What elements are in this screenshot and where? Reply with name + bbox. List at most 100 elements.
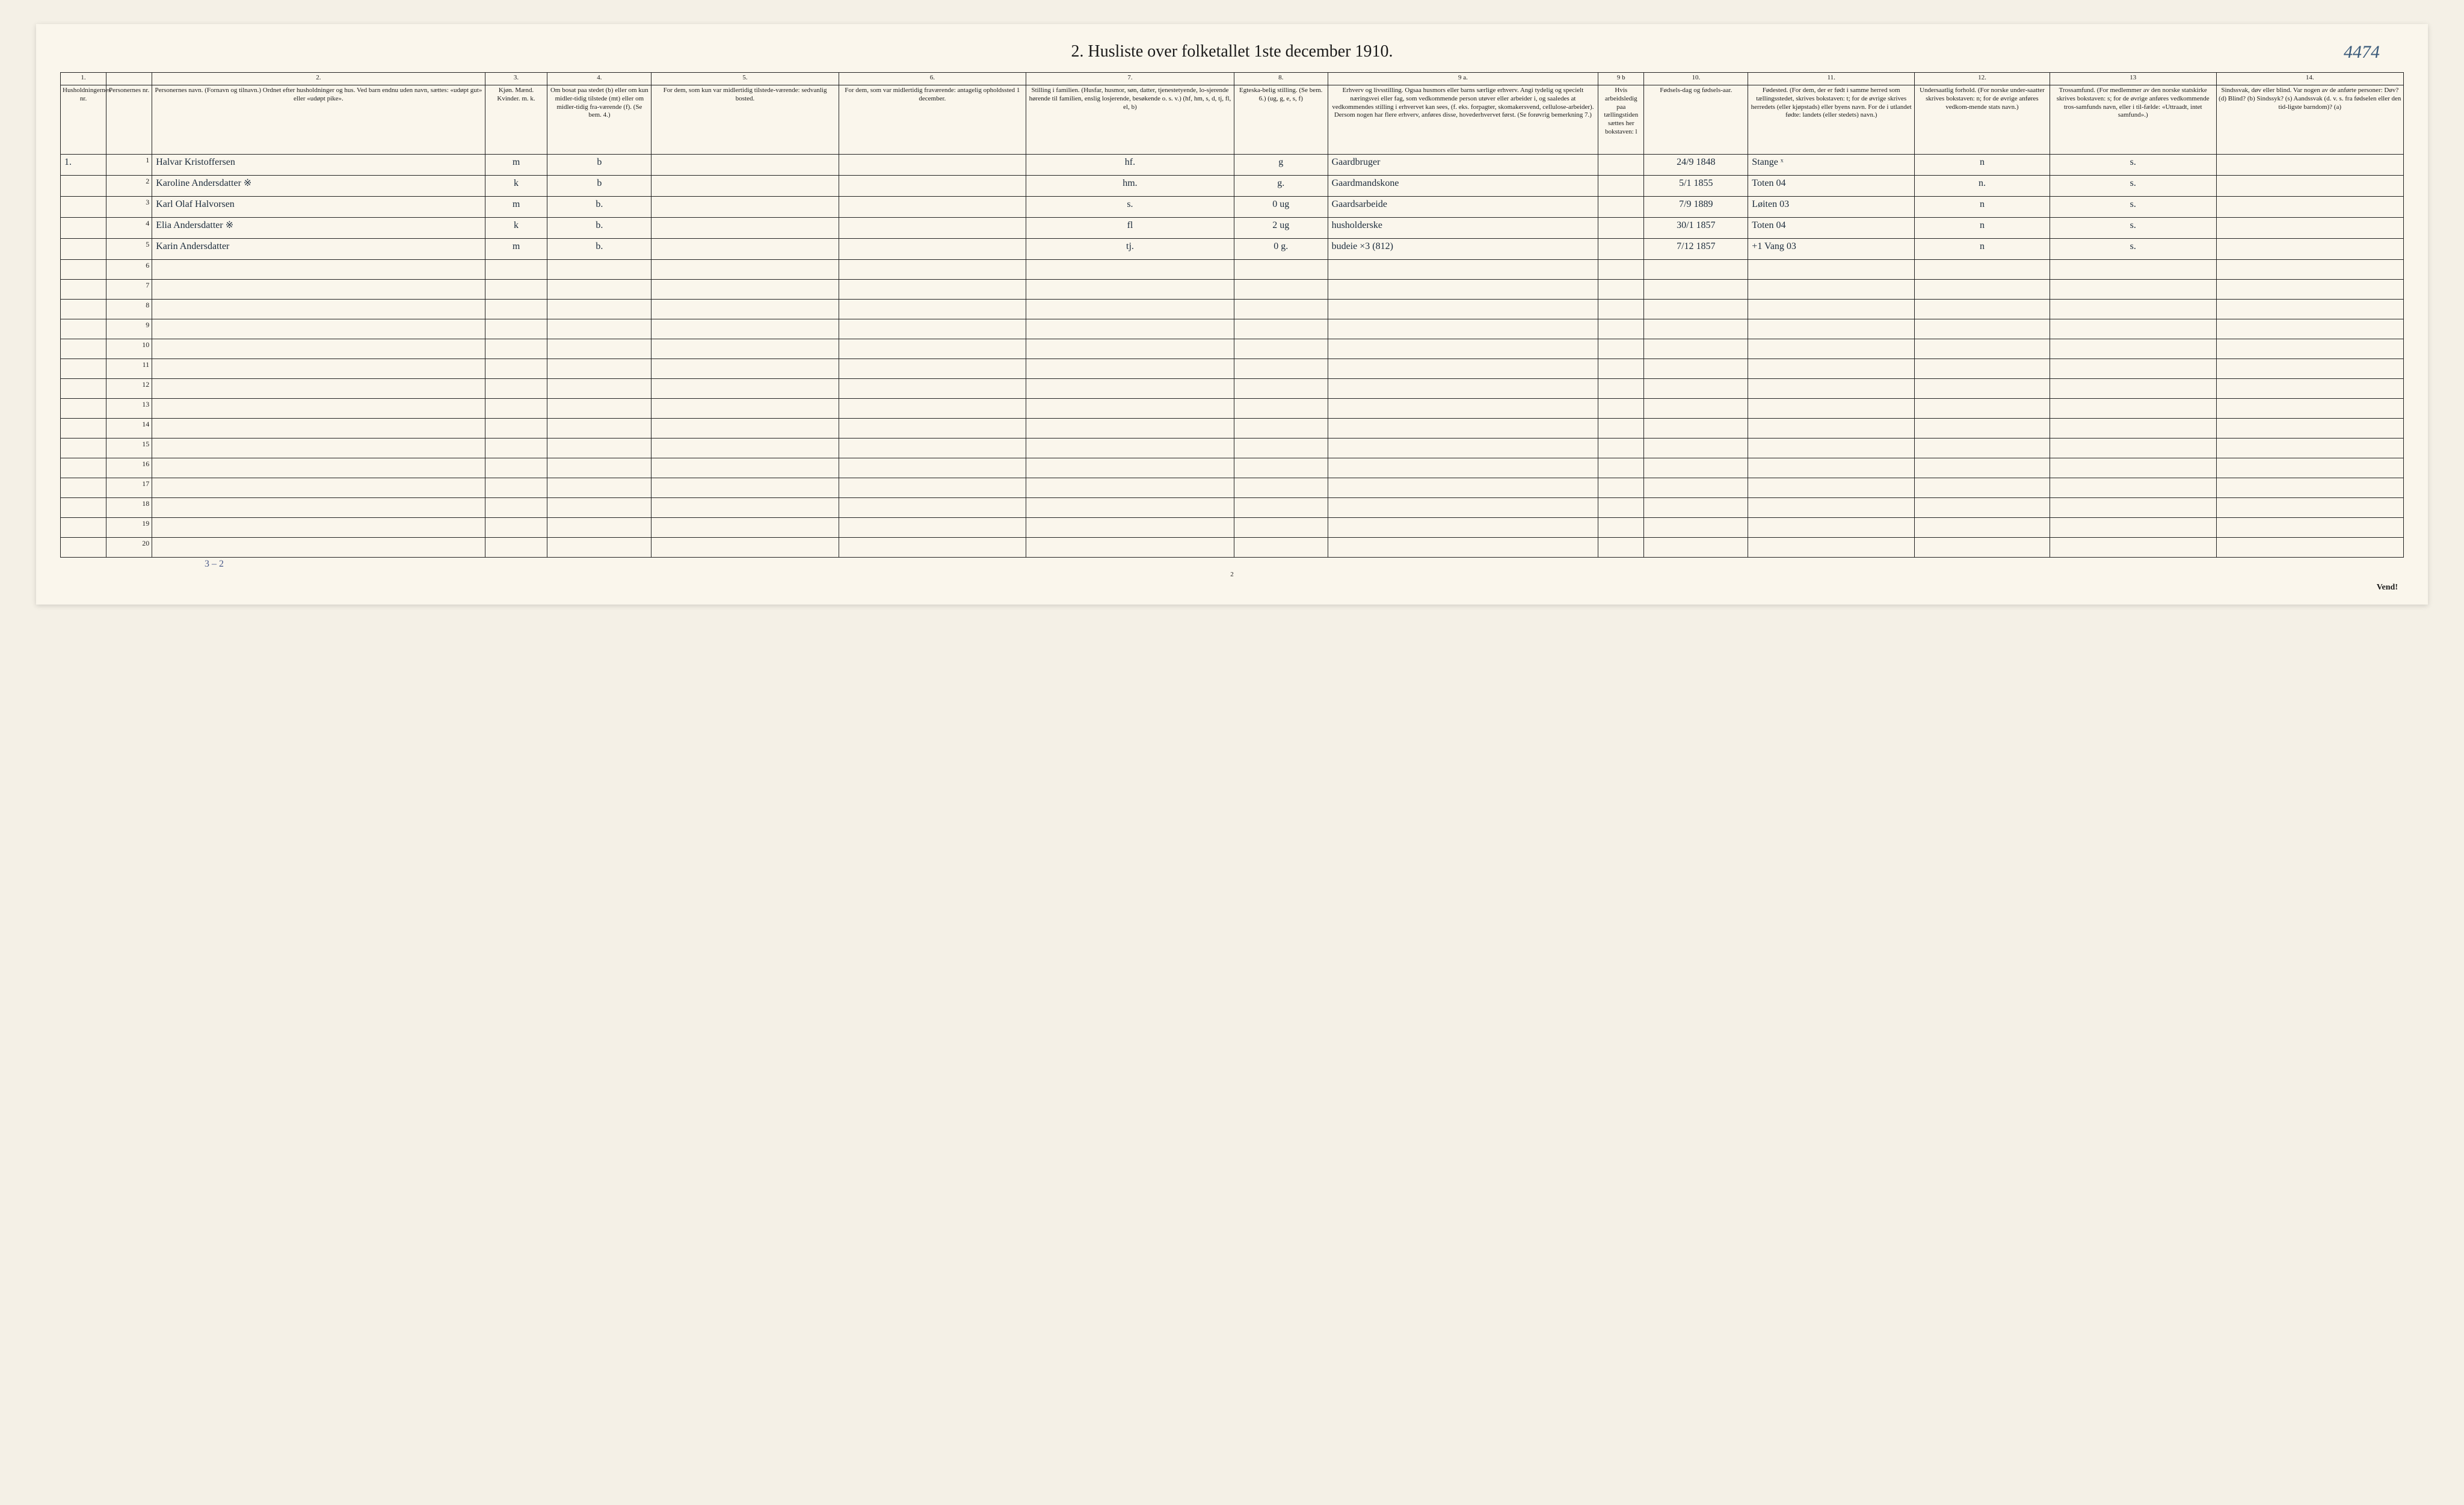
empty-cell: [1026, 260, 1234, 280]
empty-cell: [152, 458, 485, 478]
household-number: [61, 218, 106, 239]
empty-cell: [1644, 439, 1748, 458]
empty-cell: [2216, 359, 2403, 379]
column-header: Fødsels-dag og fødsels-aar.: [1644, 85, 1748, 155]
cell-res: b.: [547, 197, 651, 218]
cell-c14: [2216, 197, 2403, 218]
column-header: Kjøn. Mænd. Kvinder. m. k.: [485, 85, 547, 155]
empty-cell: [1598, 319, 1644, 339]
column-number: 6.: [839, 73, 1026, 85]
person-number: 19: [106, 518, 152, 538]
cell-dob: 24/9 1848: [1644, 155, 1748, 176]
empty-cell: [1328, 319, 1598, 339]
empty-cell: [1026, 280, 1234, 300]
empty-cell: [1598, 359, 1644, 379]
empty-cell: [1915, 419, 2050, 439]
person-number: 15: [106, 439, 152, 458]
empty-cell: [651, 260, 839, 280]
empty-cell: [1598, 339, 1644, 359]
empty-cell: [1328, 419, 1598, 439]
empty-cell: [651, 319, 839, 339]
empty-cell: [547, 339, 651, 359]
person-number: 16: [106, 458, 152, 478]
empty-cell: [1026, 498, 1234, 518]
cell-rel: s.: [2050, 239, 2216, 260]
cell-birthplace: Stange ˣ: [1748, 155, 1915, 176]
cell-c9b: [1598, 197, 1644, 218]
empty-cell: [2050, 359, 2216, 379]
empty-cell: [2050, 498, 2216, 518]
empty-cell: [1026, 359, 1234, 379]
table-row: 2Karoline Andersdatter ※kbhm.g.Gaardmand…: [61, 176, 2404, 197]
empty-cell: [1234, 260, 1328, 280]
empty-cell: [547, 518, 651, 538]
empty-cell: [1915, 439, 2050, 458]
person-number: 13: [106, 399, 152, 419]
empty-cell: [1026, 538, 1234, 558]
empty-cell: [2216, 319, 2403, 339]
cell-occ: Gaardmandskone: [1328, 176, 1598, 197]
empty-cell: [61, 439, 106, 458]
empty-cell: [1026, 300, 1234, 319]
cell-c14: [2216, 176, 2403, 197]
cell-fam: hm.: [1026, 176, 1234, 197]
empty-cell: [2216, 498, 2403, 518]
table-row: 17: [61, 478, 2404, 498]
cell-name: Karin Andersdatter: [152, 239, 485, 260]
cell-c6: [839, 155, 1026, 176]
empty-cell: [1915, 498, 2050, 518]
empty-cell: [839, 419, 1026, 439]
cell-res: b: [547, 176, 651, 197]
empty-cell: [547, 478, 651, 498]
empty-cell: [1915, 339, 2050, 359]
column-header: For dem, som kun var midlertidig tilsted…: [651, 85, 839, 155]
empty-cell: [1234, 498, 1328, 518]
empty-cell: [152, 339, 485, 359]
empty-cell: [1598, 280, 1644, 300]
empty-cell: [1234, 419, 1328, 439]
column-number: 12.: [1915, 73, 2050, 85]
empty-cell: [152, 478, 485, 498]
empty-cell: [547, 538, 651, 558]
column-number: 8.: [1234, 73, 1328, 85]
empty-cell: [1234, 478, 1328, 498]
empty-cell: [1748, 518, 1915, 538]
column-header: Personernes navn. (Fornavn og tilnavn.) …: [152, 85, 485, 155]
empty-cell: [1644, 280, 1748, 300]
table-row: 15: [61, 439, 2404, 458]
person-number: 6: [106, 260, 152, 280]
empty-cell: [1644, 300, 1748, 319]
empty-cell: [839, 280, 1026, 300]
empty-cell: [61, 399, 106, 419]
cell-c9b: [1598, 155, 1644, 176]
empty-cell: [839, 478, 1026, 498]
empty-cell: [1748, 458, 1915, 478]
empty-cell: [1598, 538, 1644, 558]
column-number: 3.: [485, 73, 547, 85]
person-number: 4: [106, 218, 152, 239]
empty-cell: [61, 379, 106, 399]
table-row: 19: [61, 518, 2404, 538]
empty-cell: [1026, 399, 1234, 419]
turn-page-label: Vend!: [60, 583, 2404, 592]
empty-cell: [2050, 379, 2216, 399]
person-number: 2: [106, 176, 152, 197]
cell-c6: [839, 239, 1026, 260]
empty-cell: [2216, 419, 2403, 439]
person-number: 11: [106, 359, 152, 379]
empty-cell: [651, 359, 839, 379]
empty-cell: [61, 260, 106, 280]
empty-cell: [839, 399, 1026, 419]
cell-sex: m: [485, 239, 547, 260]
cell-rel: s.: [2050, 176, 2216, 197]
empty-cell: [547, 260, 651, 280]
empty-cell: [1234, 538, 1328, 558]
empty-cell: [1644, 538, 1748, 558]
cell-nat: n: [1915, 218, 2050, 239]
empty-cell: [152, 518, 485, 538]
column-header: Om bosat paa stedet (b) eller om kun mid…: [547, 85, 651, 155]
empty-cell: [2216, 379, 2403, 399]
empty-cell: [2050, 538, 2216, 558]
person-number: 20: [106, 538, 152, 558]
empty-cell: [2216, 399, 2403, 419]
